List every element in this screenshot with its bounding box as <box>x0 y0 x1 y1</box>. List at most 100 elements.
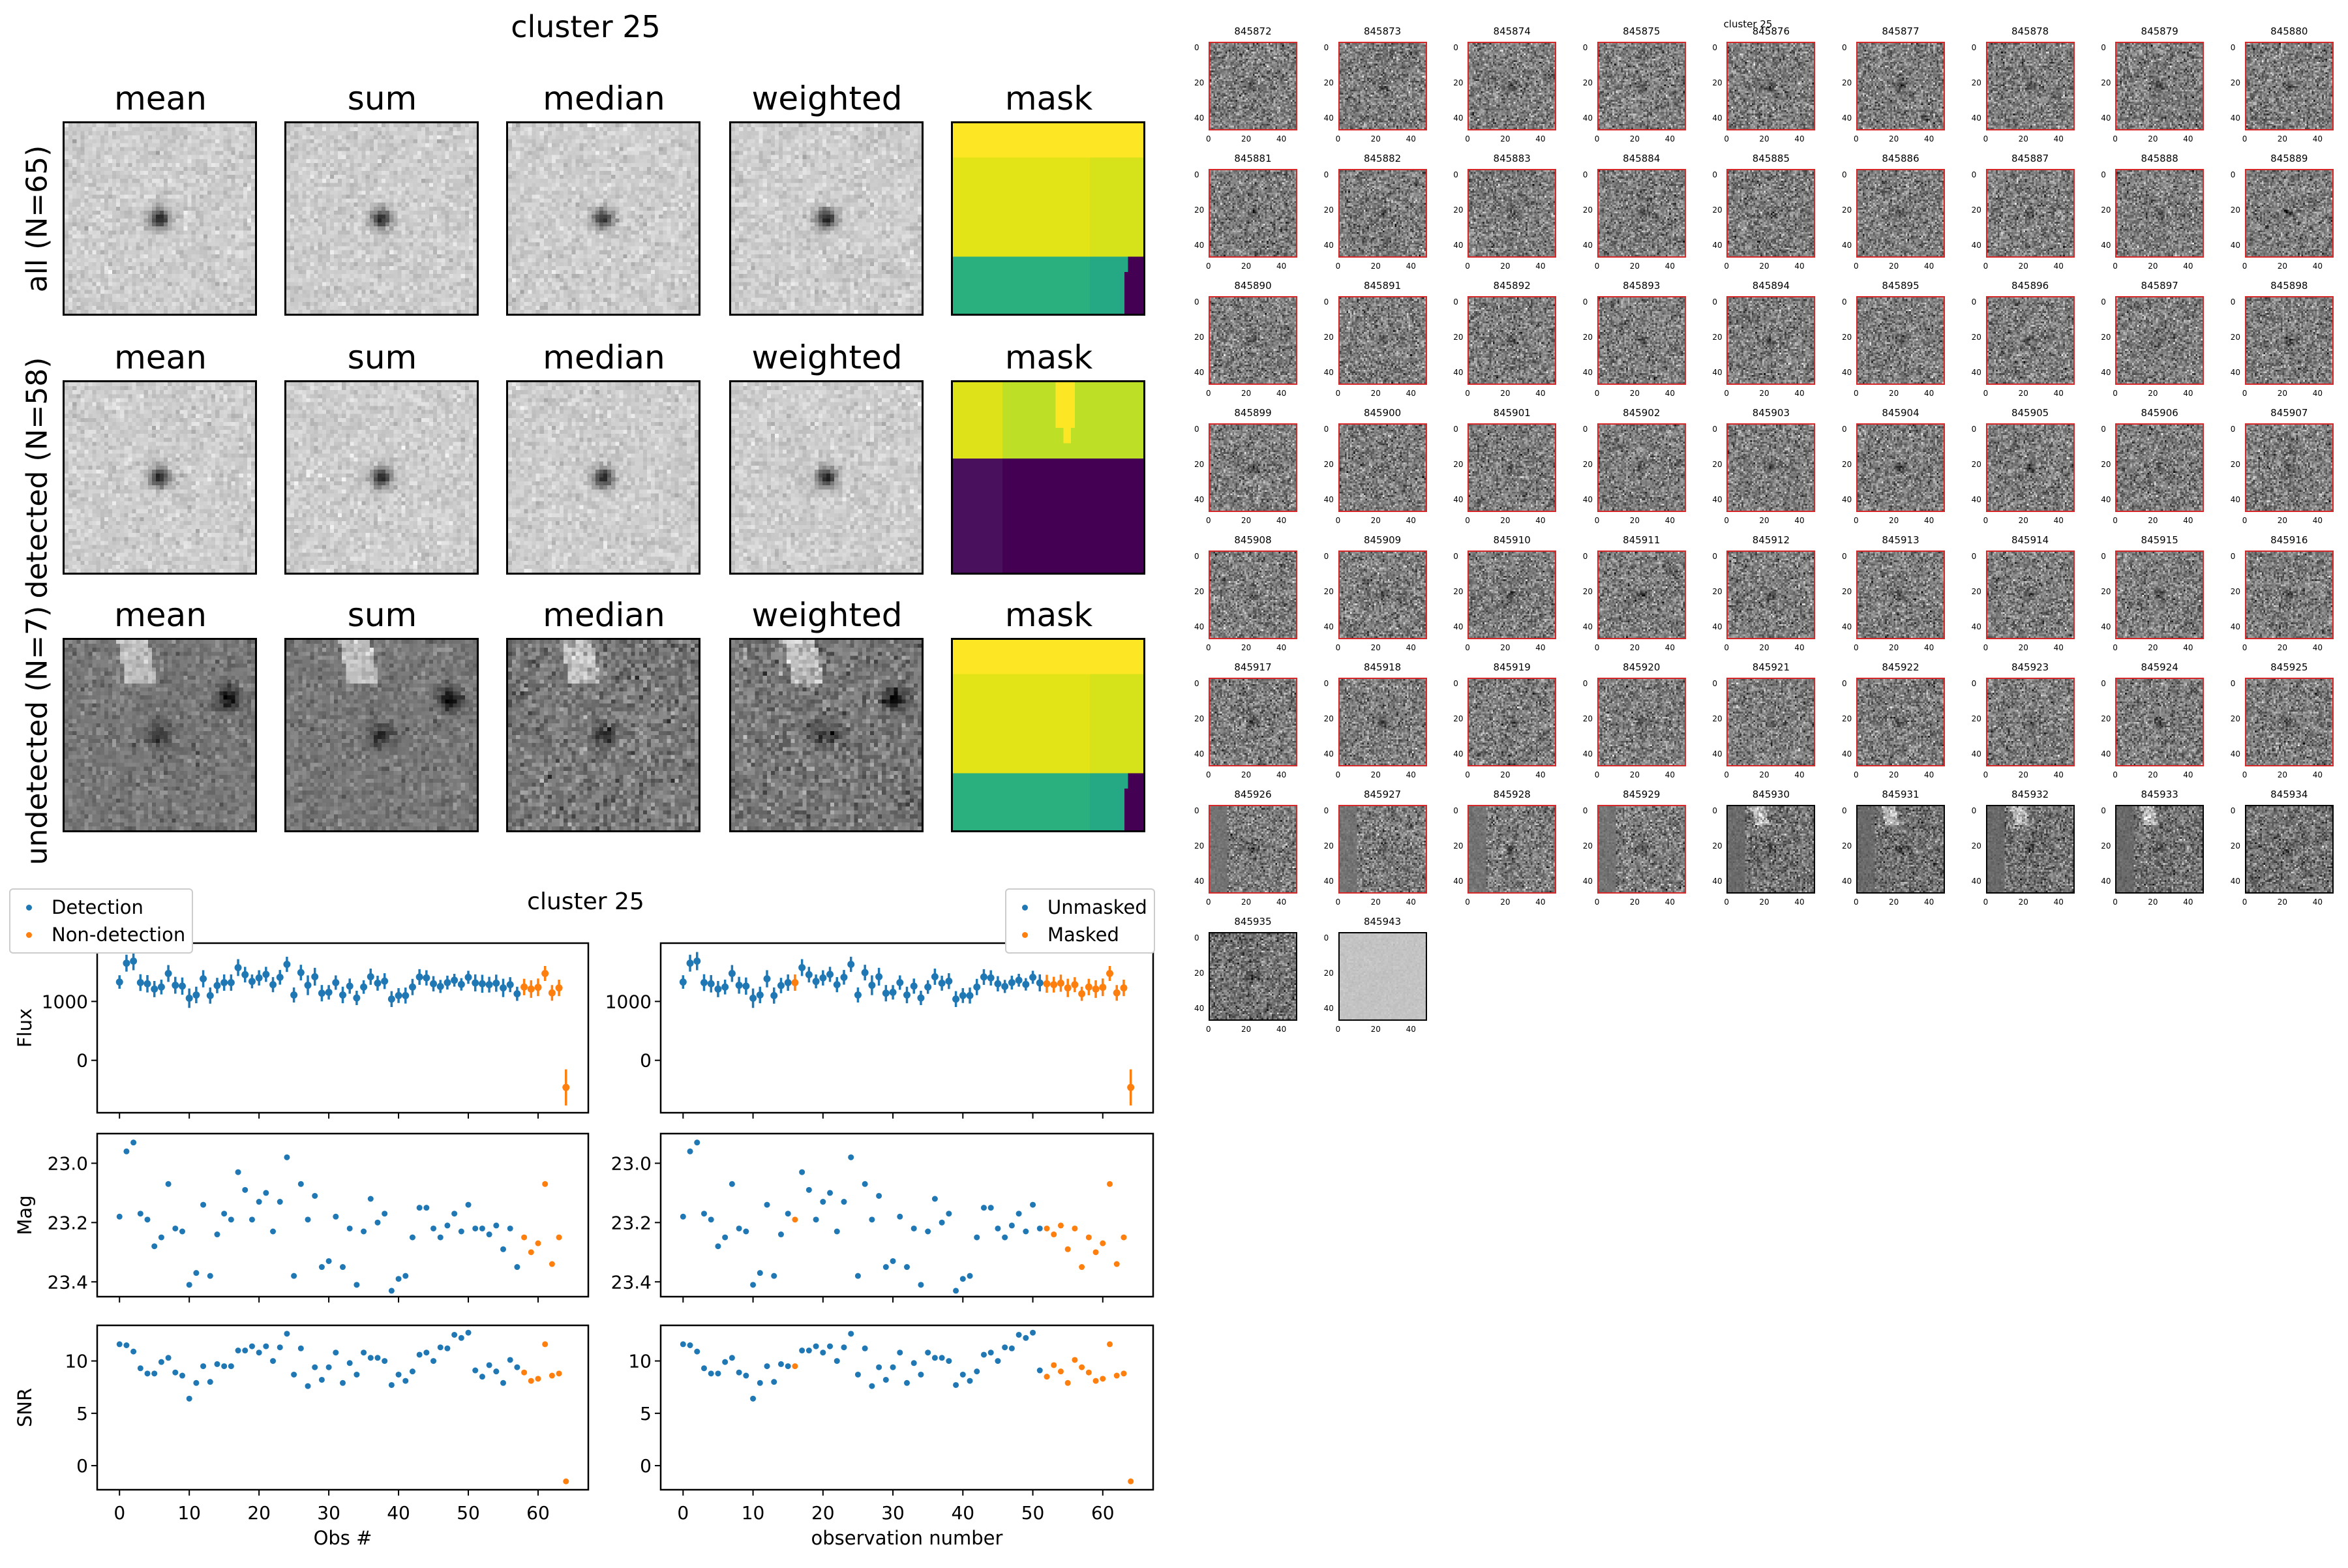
thumbnail-image <box>1209 423 1297 512</box>
thumbnail-ytick: 20 <box>1712 587 1723 596</box>
thumbnail-ytick: 0 <box>1842 425 1847 434</box>
data-point <box>521 1369 528 1376</box>
data-point <box>792 1216 798 1223</box>
column-title-weighted: weighted <box>751 339 903 376</box>
thumbnail-image <box>2244 169 2334 258</box>
thumbnail-title: 845932 <box>2011 789 2049 800</box>
data-point <box>966 991 974 999</box>
data-point <box>785 1211 791 1217</box>
thumbnail-ytick: 20 <box>1712 333 1723 342</box>
thumbnail-xtick: 20 <box>1759 516 1769 525</box>
data-point <box>1050 981 1058 989</box>
thumbnail-xtick: 40 <box>1276 516 1287 525</box>
data-point <box>1092 1378 1099 1384</box>
data-point <box>918 1282 924 1288</box>
thumbnail-xtick: 40 <box>1924 643 1934 652</box>
thumbnail-ytick: 0 <box>1842 679 1847 688</box>
data-point <box>792 1363 798 1370</box>
data-point <box>472 979 479 987</box>
thumbnail-image <box>1726 550 1816 639</box>
data-point <box>995 1358 1001 1364</box>
data-point <box>931 1196 938 1202</box>
data-point <box>535 1376 541 1382</box>
thumbnail-xtick: 40 <box>2312 134 2323 143</box>
data-point <box>248 1216 255 1223</box>
thumbnail-image <box>2244 423 2334 512</box>
data-point <box>444 1345 451 1351</box>
data-point <box>263 1190 269 1196</box>
data-point <box>890 1258 896 1264</box>
data-point <box>777 982 785 989</box>
cutout-thumbnail: 845906 0 0 20 20 40 40 <box>2101 407 2205 525</box>
thumbnail-ytick: 20 <box>1453 587 1464 596</box>
thumbnail-xtick: 0 <box>1335 134 1341 143</box>
thumbnail-title: 845902 <box>1623 407 1661 419</box>
thumbnail-ytick: 20 <box>1582 78 1593 87</box>
thumbnail-xtick: 20 <box>1629 770 1640 779</box>
data-point <box>1022 980 1030 988</box>
data-point <box>679 978 687 986</box>
thumbnail-ytick: 0 <box>1712 43 1718 52</box>
cutout-thumbnail: 845895 0 0 20 20 40 40 <box>1842 280 1945 398</box>
undetected-sum-image <box>284 638 479 832</box>
data-point <box>959 1371 966 1378</box>
data-point <box>757 1270 763 1276</box>
thumbnail-xtick: 0 <box>2242 516 2248 525</box>
thumbnail-image <box>1209 42 1297 130</box>
column-title-sum: sum <box>347 596 417 634</box>
thumbnail-ytick: 20 <box>2230 460 2241 469</box>
thumbnail-ytick: 20 <box>1323 714 1334 723</box>
thumbnail-ytick: 40 <box>1194 622 1205 631</box>
data-point <box>987 1349 994 1356</box>
cutout-thumbnail: 845879 0 0 20 20 40 40 <box>2101 25 2205 143</box>
thumbnail-ytick: 20 <box>2230 587 2241 596</box>
thumbnail-xtick: 20 <box>2148 389 2158 398</box>
data-point <box>542 1181 549 1187</box>
thumbnail-xtick: 20 <box>1500 897 1511 907</box>
thumbnail-ytick: 40 <box>2230 749 2241 759</box>
thumbnail-ytick: 0 <box>1323 806 1329 815</box>
y-tick-label: 23.2 <box>48 1212 88 1233</box>
thumbnail-ytick: 0 <box>1582 170 1588 179</box>
data-point <box>277 1344 283 1351</box>
thumbnail-title: 845891 <box>1363 280 1402 292</box>
data-point <box>728 969 736 977</box>
thumbnail-xtick: 20 <box>1759 897 1769 907</box>
thumbnail-ytick: 40 <box>1712 749 1723 759</box>
data-point <box>904 1380 910 1386</box>
data-point <box>869 1216 875 1223</box>
data-point <box>241 971 249 978</box>
cutout-thumbnail: 845911 0 0 20 20 40 40 <box>1583 534 1686 652</box>
thumbnail-xtick: 40 <box>1664 897 1676 907</box>
thumbnail-ytick: 20 <box>1194 78 1205 87</box>
thumbnail-image <box>2115 423 2205 512</box>
thumbnail-ytick: 40 <box>2101 622 2111 631</box>
thumbnail-xtick: 0 <box>1983 643 1989 652</box>
data-point <box>492 979 500 987</box>
y-tick-label: 5 <box>76 1403 88 1425</box>
thumbnail-image <box>1338 805 1427 894</box>
data-point <box>799 1169 805 1175</box>
thumbnail-ytick: 40 <box>1971 368 1981 377</box>
data-point <box>555 984 563 992</box>
data-point <box>708 1370 714 1377</box>
data-point <box>708 1216 714 1223</box>
thumbnail-image <box>1726 169 1816 258</box>
thumbnail-title: 845887 <box>2011 153 2049 164</box>
thumbnail-title: 845925 <box>2270 661 2308 673</box>
thumbnail-ytick: 0 <box>1323 297 1329 307</box>
data-point <box>764 1201 770 1208</box>
data-point <box>953 1288 959 1294</box>
thumbnail-xtick: 20 <box>2277 643 2288 652</box>
thumbnail-ytick: 0 <box>1712 425 1718 434</box>
data-point <box>444 978 451 986</box>
data-point <box>1085 983 1092 991</box>
undetected-mask-image <box>951 638 1145 832</box>
thumbnail-ytick: 20 <box>1582 714 1593 723</box>
thumbnail-xtick: 0 <box>1983 516 1989 525</box>
thumbnail-xtick: 0 <box>1724 643 1730 652</box>
data-point <box>284 1154 290 1160</box>
column-title-sum: sum <box>347 80 417 117</box>
all-mask-image <box>951 121 1145 316</box>
thumbnail-ytick: 20 <box>1712 714 1723 723</box>
